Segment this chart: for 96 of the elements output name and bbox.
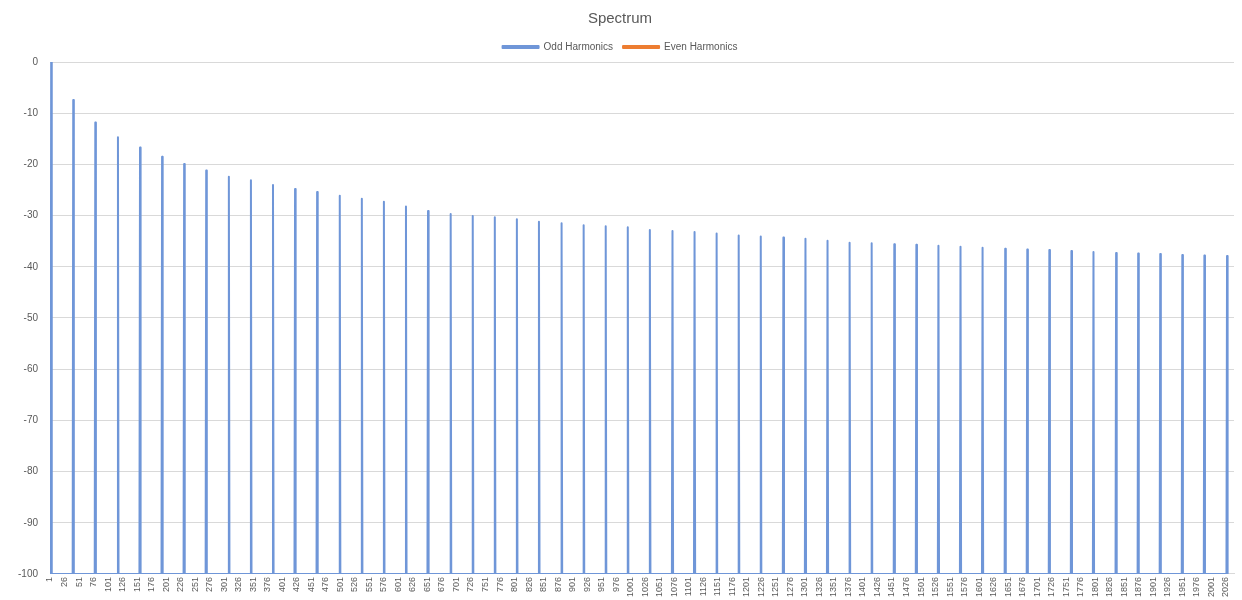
- x-tick-label: 1276: [784, 576, 795, 598]
- x-tick-label: 1501: [915, 576, 926, 598]
- x-tick-label: 1451: [886, 576, 897, 598]
- x-tick-label: 1076: [668, 576, 679, 598]
- x-tick-label: 1551: [944, 576, 955, 598]
- x-tick-label: 1951: [1176, 576, 1187, 598]
- x-tick-label: 776: [494, 576, 505, 593]
- x-tick-label: 926: [581, 576, 592, 593]
- x-tick-label: 251: [189, 576, 200, 593]
- x-tick-label: 1026: [639, 576, 650, 598]
- x-tick-label: 1401: [857, 576, 868, 598]
- x-tick-label: 901: [567, 576, 578, 593]
- x-tick-label: 526: [349, 576, 360, 593]
- x-tick-label: 551: [363, 576, 374, 593]
- x-tick-label: 1126: [697, 576, 708, 597]
- x-tick-label: 701: [450, 576, 461, 593]
- x-tick-label: 176: [146, 576, 157, 593]
- y-tick-label: -10: [23, 106, 39, 118]
- x-tick-label: 326: [233, 576, 244, 593]
- x-tick-label: 826: [523, 576, 534, 593]
- x-tick-label: 126: [117, 576, 128, 593]
- x-tick-label: 1351: [828, 576, 839, 598]
- y-tick-label: -80: [23, 465, 39, 477]
- x-tick-label: 1301: [799, 576, 810, 598]
- x-tick-label: 1051: [654, 576, 665, 598]
- x-tick-label: 851: [538, 576, 549, 593]
- x-tick-label: 1651: [1002, 576, 1013, 598]
- legend-label: Odd Harmonics: [543, 40, 614, 52]
- x-tick-label: 1926: [1162, 576, 1173, 598]
- x-tick-label: 451: [305, 576, 316, 593]
- x-tick-label: 1576: [959, 576, 970, 598]
- y-tick-label: -90: [23, 516, 39, 528]
- x-tick-label: 1: [44, 576, 55, 582]
- y-tick-label: -40: [23, 260, 39, 272]
- x-tick-label: 201: [160, 576, 171, 593]
- x-tick-label: 101: [102, 576, 113, 593]
- x-tick-label: 1701: [1031, 576, 1042, 598]
- x-tick-label: 1976: [1191, 576, 1202, 598]
- x-tick-label: 1001: [625, 576, 636, 598]
- x-tick-label: 2026: [1220, 576, 1231, 598]
- x-tick-label: 576: [378, 576, 389, 593]
- x-tick-label: 876: [552, 576, 563, 593]
- x-tick-label: 501: [334, 576, 345, 593]
- x-tick-label: 1876: [1133, 576, 1144, 598]
- y-tick-label: 0: [32, 55, 39, 67]
- x-tick-label: 1101: [683, 576, 694, 597]
- x-tick-label: 1676: [1017, 576, 1028, 598]
- x-tick-label: 651: [421, 576, 432, 593]
- y-tick-label: -100: [18, 567, 39, 579]
- y-tick-label: -20: [23, 158, 39, 170]
- x-tick-label: 1901: [1147, 576, 1158, 598]
- x-tick-label: 601: [392, 576, 403, 593]
- x-tick-label: 276: [204, 576, 215, 593]
- y-tick-label: -60: [23, 362, 39, 374]
- x-tick-label: 1601: [973, 576, 984, 598]
- x-tick-label: 801: [509, 576, 520, 593]
- x-tick-label: 226: [175, 576, 186, 593]
- x-tick-label: 76: [88, 576, 99, 587]
- x-tick-label: 1726: [1046, 576, 1057, 598]
- x-tick-label: 976: [610, 576, 621, 593]
- x-tick-label: 1801: [1089, 576, 1100, 598]
- x-tick-label: 751: [480, 576, 490, 593]
- x-tick-label: 1151: [712, 576, 723, 597]
- x-tick-label: 1851: [1118, 576, 1129, 598]
- y-tick-label: -50: [23, 311, 39, 323]
- x-tick-label: 51: [73, 576, 84, 587]
- x-tick-label: 1326: [813, 576, 824, 598]
- x-tick-label: 351: [247, 576, 258, 593]
- x-tick-label: 726: [465, 576, 476, 593]
- y-tick-label: -70: [23, 414, 39, 426]
- legend-label: Even Harmonics: [664, 40, 738, 52]
- chart-title: Spectrum: [587, 9, 653, 27]
- x-tick-label: 1526: [930, 576, 941, 598]
- x-tick-label: 426: [291, 576, 302, 593]
- x-tick-label: 626: [407, 576, 418, 593]
- x-tick-label: 1176: [726, 576, 737, 597]
- x-tick-label: 1776: [1075, 576, 1086, 598]
- x-tick-label: 376: [262, 576, 273, 593]
- x-tick-label: 1751: [1060, 576, 1071, 598]
- x-tick-label: 151: [131, 576, 142, 593]
- x-tick-label: 1826: [1104, 576, 1115, 598]
- x-tick-label: 301: [218, 576, 229, 593]
- y-tick-label: -30: [23, 209, 39, 221]
- x-tick-label: 26: [59, 576, 70, 587]
- x-tick-label: 1626: [988, 576, 999, 598]
- x-tick-label: 1376: [842, 576, 853, 598]
- x-tick-label: 401: [276, 576, 287, 593]
- x-tick-label: 1476: [900, 576, 911, 598]
- x-tick-label: 1201: [741, 576, 752, 598]
- x-tick-label: 476: [320, 576, 331, 593]
- x-tick-label: 1251: [770, 576, 781, 598]
- x-tick-label: 1426: [871, 576, 882, 598]
- x-tick-label: 1226: [755, 576, 766, 598]
- x-tick-label: 676: [436, 576, 447, 593]
- x-tick-label: 951: [596, 576, 607, 593]
- x-tick-label: 2001: [1205, 576, 1216, 598]
